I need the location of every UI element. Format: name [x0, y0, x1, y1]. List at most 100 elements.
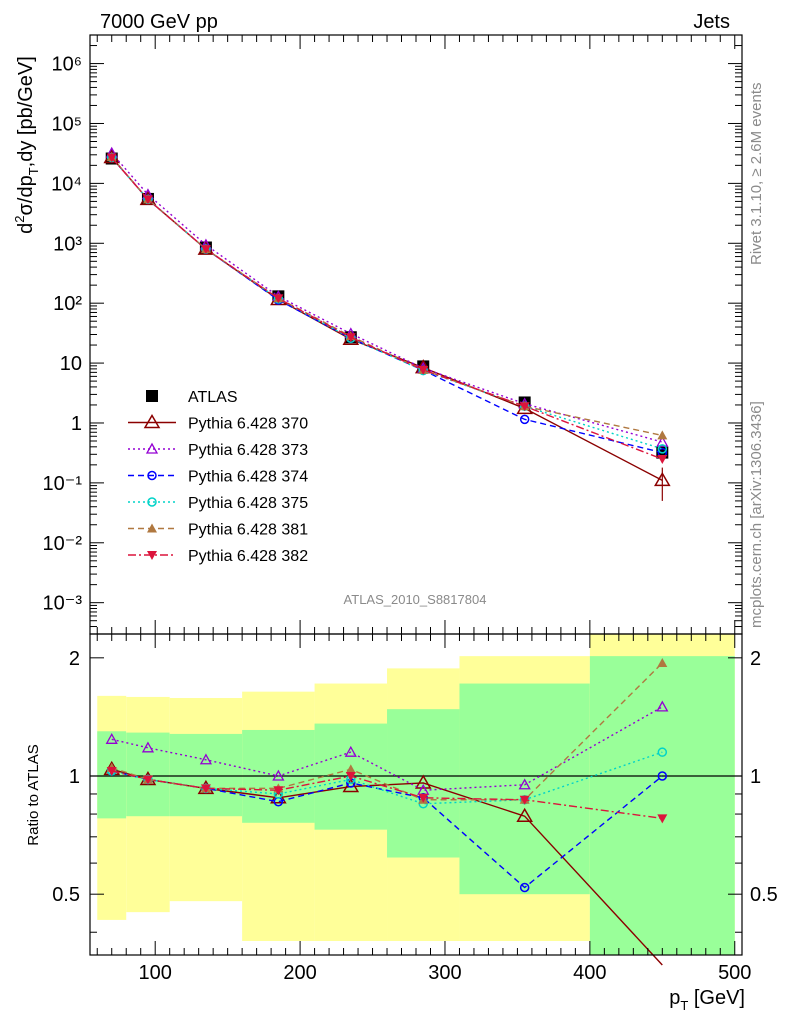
y-tick-label: 10³: [53, 233, 82, 255]
data-point-triangle-down: [200, 245, 211, 255]
data-point-triangle-down: [273, 294, 284, 304]
ratio-y-tick-label: 2: [69, 648, 80, 670]
main-series-line: [111, 157, 663, 454]
data-point-triangle: [199, 753, 213, 765]
main-series: [105, 152, 669, 459]
header-right-label: Jets: [693, 11, 730, 33]
data-point-circle: [147, 497, 157, 507]
legend-label: Pythia 6.428 375: [188, 495, 308, 512]
main-ylabel: d2σ/dpT,dy [pb/GeV]: [12, 56, 41, 234]
data-point-triangle-down: [519, 795, 530, 805]
y-tick-label: 10⁵: [51, 113, 82, 135]
ratio-y-tick-label-right: 0.5: [750, 884, 778, 906]
legend-entry: Pythia 6.428 375: [128, 495, 308, 512]
legend-label: Pythia 6.428 373: [188, 442, 308, 459]
data-point-triangle: [657, 658, 668, 668]
data-point-triangle: [143, 414, 161, 429]
data-point-triangle-down: [657, 814, 668, 824]
x-tick-label: 200: [283, 962, 316, 984]
data-point-triangle-down: [142, 775, 153, 785]
data-point-triangle: [345, 764, 356, 774]
data-point-triangle-down: [200, 784, 211, 794]
legend-label: Pythia 6.428 382: [188, 548, 308, 565]
x-tick-label: 400: [573, 962, 606, 984]
ratio-y-tick-label-right: 2: [750, 648, 761, 670]
main-series-line: [111, 157, 663, 460]
y-tick-label: 10²: [53, 293, 82, 315]
data-point-triangle: [145, 442, 159, 454]
y-tick-label: 10⁻²: [43, 533, 83, 555]
ratio-uncertainty-bands: [97, 634, 735, 955]
y-tick-label: 1: [71, 413, 82, 435]
data-point-triangle-down: [418, 365, 429, 375]
data-point-triangle-down: [519, 402, 530, 412]
data-point-triangle-down: [106, 153, 117, 163]
data-point-circle: [657, 444, 668, 454]
data-point-triangle: [656, 435, 669, 447]
data-point-triangle: [141, 741, 155, 753]
data-point-triangle-down: [142, 195, 153, 205]
legend-entry: Pythia 6.428 370: [128, 414, 308, 433]
data-point-triangle: [272, 769, 285, 781]
legend-label: Pythia 6.428 381: [188, 522, 308, 539]
data-point-triangle-down: [345, 772, 356, 782]
ratio-y-tick-label: 0.5: [52, 884, 80, 906]
y-tick-label: 10⁻³: [43, 593, 83, 615]
legend-entry: Pythia 6.428 382: [128, 548, 308, 565]
ratio-series: [105, 700, 669, 795]
data-point-triangle: [518, 778, 531, 790]
ratio-content: [90, 658, 742, 966]
data-point-triangle: [516, 807, 533, 822]
data-point-triangle: [344, 745, 357, 757]
y-tick-label: 10⁴: [51, 173, 82, 195]
x-tick-label: 100: [139, 962, 172, 984]
legend-entry: Pythia 6.428 374: [128, 469, 308, 486]
data-point-circle: [147, 470, 157, 481]
header-left-label: 7000 GeV pp: [100, 11, 218, 33]
data-point-triangle-down: [147, 551, 157, 560]
y-tick-label: 10: [60, 353, 82, 375]
data-point-triangle-down: [657, 455, 668, 465]
data-point-square: [146, 390, 158, 402]
data-point-triangle-down: [418, 793, 429, 803]
data-point-triangle: [414, 774, 432, 789]
data-point-triangle-down: [345, 333, 356, 343]
data-point-triangle: [147, 523, 157, 533]
x-tick-label: 500: [718, 962, 751, 984]
data-point-circle: [519, 882, 530, 893]
main-frame: [89, 34, 743, 635]
main-content: [103, 146, 671, 501]
ratio-series-line: [111, 770, 663, 820]
data-point-triangle-down: [106, 766, 117, 776]
main-series: [103, 149, 671, 487]
main-series: [106, 152, 668, 454]
xlabel: pT [GeV]: [669, 987, 745, 1013]
y-tick-label: 10⁻¹: [43, 473, 83, 495]
x-tick-label: 300: [428, 962, 461, 984]
data-point-triangle: [656, 700, 669, 712]
data-point-circle: [657, 747, 668, 757]
mcplots-label: mcplots.cern.ch [arXiv:1306.3436]: [748, 401, 765, 628]
data-point-circle: [519, 414, 530, 425]
y-tick-label: 10⁶: [52, 54, 82, 76]
legend-label: Pythia 6.428 370: [188, 416, 308, 433]
main-series-line: [111, 152, 663, 443]
ratio-series: [106, 766, 668, 824]
legend-label: ATLAS: [188, 389, 238, 406]
data-point-triangle-down: [273, 786, 284, 796]
ratio-series-line: [111, 770, 663, 889]
data-point-circle: [657, 771, 668, 781]
legend-entry: Pythia 6.428 373: [128, 442, 308, 459]
data-point-triangle: [105, 732, 118, 744]
data-point-triangle: [657, 430, 668, 440]
rivet-version-label: Rivet 3.1.10, ≥ 2.6M events: [748, 83, 765, 266]
legend-label: Pythia 6.428 374: [188, 469, 308, 486]
analysis-label: ATLAS_2010_S8817804: [344, 592, 487, 607]
main-series: [106, 152, 668, 458]
inner-band-bin: [589, 656, 735, 955]
inner-band-bin: [169, 733, 243, 817]
legend-entry: Pythia 6.428 381: [128, 522, 308, 539]
axes: 100 200 300 400 500 10⁻³ 10⁻² 10⁻¹ 1 10 10² 10³ 10⁴ 1…: [43, 34, 778, 984]
ratio-y-tick-label-right: 1: [750, 766, 761, 788]
